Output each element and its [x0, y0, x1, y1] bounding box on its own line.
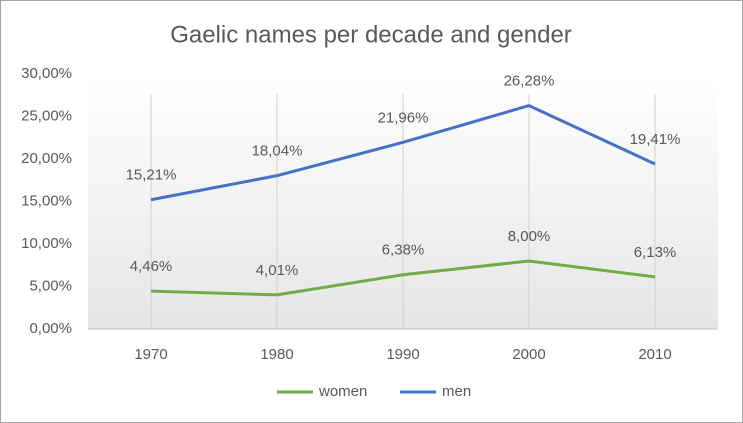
data-label: 19,41%: [630, 131, 681, 148]
series-line: [150, 104, 656, 202]
y-tick-label: 0,00%: [29, 320, 72, 337]
data-label: 4,46%: [130, 258, 173, 275]
series-line: [150, 259, 656, 297]
data-label: 6,38%: [382, 242, 425, 259]
chart-title: Gaelic names per decade and gender: [170, 21, 572, 48]
legend-label: women: [318, 383, 367, 400]
y-tick-label: 20,00%: [21, 150, 72, 167]
x-tick-label: 1970: [134, 346, 167, 363]
y-tick-label: 25,00%: [21, 107, 72, 124]
data-label: 8,00%: [508, 228, 551, 245]
data-label: 6,13%: [634, 244, 677, 261]
x-tick-label: 1990: [386, 346, 419, 363]
legend-label: men: [442, 383, 471, 400]
data-label: 4,01%: [256, 262, 299, 279]
x-tick-label: 1980: [260, 346, 293, 363]
x-tick-label: 2010: [638, 346, 671, 363]
data-label: 18,04%: [252, 143, 303, 160]
data-label: 15,21%: [126, 167, 177, 184]
y-tick-label: 30,00%: [21, 65, 72, 82]
x-tick-label: 2000: [512, 346, 545, 363]
y-tick-label: 5,00%: [29, 277, 72, 294]
y-tick-label: 10,00%: [21, 235, 72, 252]
y-tick-label: 15,00%: [21, 192, 72, 209]
data-label: 26,28%: [504, 73, 555, 90]
data-label: 21,96%: [378, 109, 429, 126]
